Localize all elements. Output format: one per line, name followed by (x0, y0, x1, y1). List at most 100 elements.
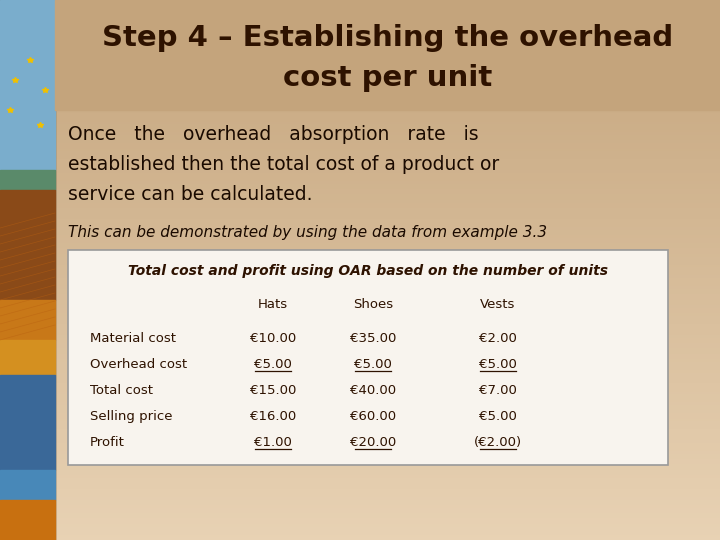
Bar (55, 262, 720, 265)
Text: €5.00: €5.00 (354, 358, 392, 371)
Bar (55, 335, 720, 338)
Bar (55, 316, 720, 319)
Bar (55, 154, 720, 157)
Text: (€2.00): (€2.00) (474, 436, 522, 449)
Bar (55, 440, 720, 443)
Bar (55, 354, 720, 356)
Bar (55, 348, 720, 351)
Bar (55, 464, 720, 467)
Bar (55, 213, 720, 216)
Bar (55, 116, 720, 119)
Bar (55, 84, 720, 86)
Bar (55, 140, 720, 143)
Bar (68, 250, 668, 465)
Bar (55, 397, 720, 400)
Bar (55, 421, 720, 424)
Bar (55, 486, 720, 489)
Bar (55, 367, 720, 370)
Bar (55, 275, 720, 278)
Bar (55, 178, 720, 181)
Bar (55, 81, 720, 84)
Bar (55, 346, 720, 348)
Bar (55, 0, 720, 110)
Text: Hats: Hats (258, 298, 288, 311)
Text: €15.00: €15.00 (250, 384, 296, 397)
Bar (55, 424, 720, 427)
Bar (55, 294, 720, 297)
Bar (55, 11, 720, 14)
Text: cost per unit: cost per unit (284, 64, 492, 92)
Bar (55, 521, 720, 524)
Bar (55, 14, 720, 16)
Bar (55, 246, 720, 248)
Bar (55, 130, 720, 132)
Bar (55, 30, 720, 32)
Bar (55, 197, 720, 200)
Bar (55, 489, 720, 491)
Bar (55, 524, 720, 526)
Bar (55, 51, 720, 54)
Bar (55, 24, 720, 27)
Bar (55, 89, 720, 92)
Bar (55, 483, 720, 486)
Bar (0, 170, 55, 190)
Bar (55, 375, 720, 378)
Bar (55, 378, 720, 381)
Bar (55, 57, 720, 59)
Text: €5.00: €5.00 (479, 358, 517, 371)
Bar (55, 238, 720, 240)
Bar (55, 192, 720, 194)
Text: €5.00: €5.00 (479, 410, 517, 423)
Bar (55, 451, 720, 454)
Bar (55, 402, 720, 405)
Bar (55, 62, 720, 65)
Bar (55, 494, 720, 497)
Bar (55, 526, 720, 529)
Bar (55, 537, 720, 540)
Bar (55, 211, 720, 213)
Bar (55, 170, 720, 173)
Bar (55, 332, 720, 335)
Text: Once   the   overhead   absorption   rate   is: Once the overhead absorption rate is (68, 125, 479, 145)
Bar (0, 340, 55, 375)
Bar (55, 176, 720, 178)
Bar (55, 389, 720, 392)
Bar (55, 310, 720, 313)
Bar (55, 518, 720, 521)
Bar (55, 194, 720, 197)
Bar (55, 230, 720, 232)
Bar (55, 216, 720, 219)
Bar (55, 535, 720, 537)
Text: This can be demonstrated by using the data from example 3.3: This can be demonstrated by using the da… (68, 225, 547, 240)
Text: €35.00: €35.00 (350, 332, 396, 345)
Bar (55, 529, 720, 532)
Bar (55, 416, 720, 418)
Bar (55, 319, 720, 321)
Bar (55, 243, 720, 246)
Bar (55, 437, 720, 440)
Text: Step 4 – Establishing the overhead: Step 4 – Establishing the overhead (102, 24, 674, 52)
Bar (55, 227, 720, 229)
Bar (55, 454, 720, 456)
Bar (55, 364, 720, 367)
Bar (55, 248, 720, 251)
Bar (55, 70, 720, 73)
Bar (55, 19, 720, 22)
Bar (55, 184, 720, 186)
Text: €1.00: €1.00 (254, 436, 292, 449)
Text: Total cost and profit using OAR based on the number of units: Total cost and profit using OAR based on… (128, 264, 608, 278)
Bar (55, 38, 720, 40)
Bar (55, 278, 720, 281)
Bar (55, 292, 720, 294)
Bar (0, 300, 55, 340)
Bar (0, 500, 55, 540)
Bar (0, 0, 55, 170)
Bar (55, 181, 720, 184)
Bar (55, 265, 720, 267)
Bar (55, 267, 720, 270)
Bar (55, 221, 720, 224)
Bar (55, 27, 720, 30)
Bar (55, 456, 720, 459)
Bar (0, 190, 55, 300)
Bar (55, 92, 720, 94)
